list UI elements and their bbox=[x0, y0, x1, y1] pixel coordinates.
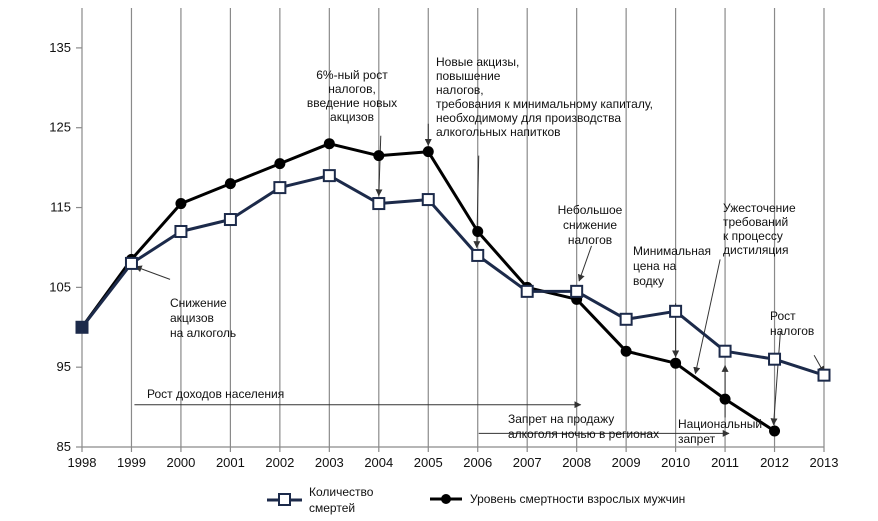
legend-marker-men bbox=[441, 494, 451, 504]
x-tick-label: 1999 bbox=[117, 455, 146, 470]
legend: Количество смертей Уровень смертности взро… bbox=[267, 485, 685, 515]
point-men-mortality-2006 bbox=[472, 225, 484, 237]
x-tick-label: 2010 bbox=[661, 455, 690, 470]
point-men-mortality-2005 bbox=[422, 146, 434, 158]
point-deaths-2012 bbox=[768, 352, 782, 366]
annotation-a4-line: налогов bbox=[568, 233, 612, 247]
y-tick-label: 115 bbox=[50, 200, 71, 215]
annotation-arrows bbox=[134, 123, 825, 437]
x-tick-label: 2001 bbox=[216, 455, 245, 470]
point-deaths-2008 bbox=[570, 284, 584, 298]
point-deaths-1999 bbox=[124, 256, 138, 270]
point-deaths-1998 bbox=[75, 320, 89, 334]
legend-marker-deaths bbox=[278, 493, 291, 506]
annotation-a1-line: Снижение bbox=[170, 296, 227, 310]
annotation-a1-line: на алкоголь bbox=[170, 326, 236, 340]
point-men-mortality-2004 bbox=[373, 150, 385, 162]
x-tick-label: 2008 bbox=[562, 455, 591, 470]
x-tick-label: 2012 bbox=[760, 455, 789, 470]
annotation-a10-line: запрет bbox=[678, 432, 716, 446]
point-deaths-2003 bbox=[322, 169, 336, 183]
annotation-a6-line: требований bbox=[723, 215, 788, 229]
point-deaths-2006 bbox=[471, 248, 485, 262]
annotation-a6-line: к процессу bbox=[723, 229, 783, 243]
y-tick-label: 135 bbox=[49, 40, 71, 55]
annotation-a3-line: повышение bbox=[436, 69, 501, 83]
y-tick-label: 95 bbox=[57, 359, 71, 374]
x-tick-label: 2011 bbox=[711, 455, 739, 470]
point-men-mortality-2011 bbox=[719, 393, 731, 405]
point-deaths-2001 bbox=[223, 213, 237, 227]
point-deaths-2013 bbox=[817, 368, 831, 382]
annotation-a10-line: Национальный bbox=[678, 417, 762, 431]
annotation-a5-line: цена на bbox=[633, 259, 677, 273]
x-tick-label: 2006 bbox=[463, 455, 492, 470]
annotation-a9-line: алкоголя ночью в регионах bbox=[508, 427, 659, 441]
point-men-mortality-2000 bbox=[175, 198, 187, 210]
point-deaths-2010 bbox=[669, 304, 683, 318]
series-line-deaths bbox=[80, 174, 825, 377]
legend-label-men: Уровень смертности взрослых мужчин bbox=[470, 492, 685, 506]
annotation-a7-line: Рост bbox=[770, 309, 796, 323]
x-tick-label: 2013 bbox=[810, 455, 839, 470]
legend-label-deaths-2: смертей bbox=[309, 501, 355, 515]
x-tick-label: 2002 bbox=[265, 455, 294, 470]
point-deaths-2009 bbox=[619, 312, 633, 326]
point-men-mortality-2002 bbox=[274, 158, 286, 170]
y-tick-label: 85 bbox=[57, 439, 71, 454]
annotation-a2-line: введение новых bbox=[307, 96, 397, 110]
annotation-a3-line: требования к минимальному капиталу, bbox=[436, 97, 653, 111]
annotation-a3-line: необходимому для производства bbox=[436, 111, 621, 125]
annotation-a2-line: 6%-ный рост bbox=[316, 68, 388, 82]
arrow-snizhenie bbox=[134, 265, 171, 280]
annotation-a3-line: алкогольных напитков bbox=[436, 125, 561, 139]
point-deaths-2007 bbox=[520, 284, 534, 298]
arrow-nebolshoe bbox=[577, 245, 592, 282]
point-deaths-2000 bbox=[174, 224, 188, 238]
point-deaths-2002 bbox=[273, 181, 287, 195]
x-tick-label: 2000 bbox=[166, 455, 195, 470]
series bbox=[75, 138, 831, 437]
x-tick-label: 2004 bbox=[364, 455, 393, 470]
point-men-mortality-2010 bbox=[670, 357, 682, 369]
x-tick-label: 2003 bbox=[315, 455, 344, 470]
annotation-a2-line: акцизов bbox=[330, 110, 374, 124]
y-tick-label: 105 bbox=[49, 279, 71, 294]
annotation-a6-line: Ужесточение bbox=[723, 201, 796, 215]
x-tick-label: 2007 bbox=[513, 455, 542, 470]
annotation-a4-line: Небольшое bbox=[558, 203, 623, 217]
arrow-6pct bbox=[375, 135, 383, 197]
annotation-a5-line: водку bbox=[633, 274, 664, 288]
annotation-a6-line: дистиляция bbox=[723, 243, 788, 257]
point-men-mortality-2001 bbox=[224, 178, 236, 190]
point-men-mortality-2012 bbox=[769, 425, 781, 437]
y-tick-label: 125 bbox=[49, 120, 71, 135]
annotation-a3-line: Новые акцизы, bbox=[436, 55, 519, 69]
point-men-mortality-2009 bbox=[620, 345, 632, 357]
annotation-a7-line: налогов bbox=[770, 324, 814, 338]
point-deaths-2004 bbox=[372, 197, 386, 211]
legend-label-deaths: Количество bbox=[309, 485, 374, 499]
x-tick-label: 2005 bbox=[414, 455, 443, 470]
annotation-a8-line: Рост доходов населения bbox=[147, 387, 284, 401]
annotation-a2-line: налогов, bbox=[328, 82, 376, 96]
point-deaths-2011 bbox=[718, 344, 732, 358]
point-deaths-2005 bbox=[421, 193, 435, 207]
annotation-a9-line: Запрет на продажу bbox=[508, 412, 614, 426]
x-tick-label: 2009 bbox=[612, 455, 641, 470]
arrow-uzhestochenie bbox=[693, 259, 721, 375]
arrow-rost-nalogov bbox=[770, 331, 781, 426]
annotation-a5-line: Минимальная bbox=[633, 244, 711, 258]
annotation-a3-line: налогов, bbox=[436, 83, 484, 97]
annotation-a1-line: акцизов bbox=[170, 311, 214, 325]
annotation-a4-line: снижение bbox=[563, 218, 617, 232]
axes: 85 95 105 115 125 135 1998 1999 2000 2001 2002 2003… bbox=[49, 8, 838, 470]
x-tick-label: 1998 bbox=[68, 455, 97, 470]
point-men-mortality-2003 bbox=[323, 138, 335, 150]
